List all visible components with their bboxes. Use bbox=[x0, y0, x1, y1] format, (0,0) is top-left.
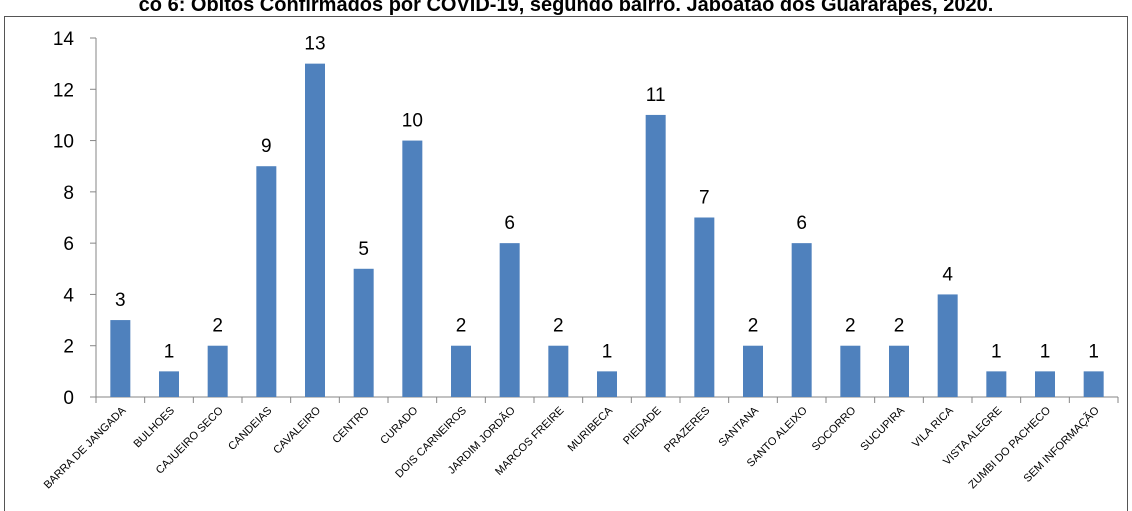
category-label: PIEDADE bbox=[621, 405, 664, 448]
category-label: CANDEIAS bbox=[226, 405, 274, 453]
y-tick-label: 14 bbox=[53, 29, 75, 50]
chart-frame bbox=[4, 16, 1128, 511]
data-label: 1 bbox=[164, 341, 175, 362]
data-label: 6 bbox=[796, 213, 807, 234]
bar bbox=[110, 320, 131, 397]
data-label: 2 bbox=[212, 316, 223, 337]
category-label: MURIBECA bbox=[566, 404, 616, 454]
y-tick-label: 8 bbox=[63, 183, 74, 204]
data-label: 11 bbox=[646, 85, 666, 106]
category-label: CAVALEIRO bbox=[271, 404, 323, 456]
category-label: BULHOES bbox=[131, 405, 177, 451]
data-label: 5 bbox=[358, 239, 369, 260]
data-label: 4 bbox=[942, 264, 953, 285]
bar bbox=[159, 371, 179, 397]
data-label: 1 bbox=[1088, 341, 1099, 362]
category-label: ZUMBI DO PACHECO bbox=[967, 404, 1054, 491]
y-tick-label: 10 bbox=[53, 132, 74, 153]
data-label: 3 bbox=[115, 290, 126, 311]
data-label: 2 bbox=[748, 316, 759, 337]
bar bbox=[889, 345, 909, 397]
bar bbox=[402, 140, 423, 398]
y-tick-label: 2 bbox=[63, 337, 74, 358]
bar bbox=[645, 114, 666, 397]
category-label: PRAZERES bbox=[662, 405, 712, 455]
data-label: 1 bbox=[991, 341, 1002, 362]
bar bbox=[694, 217, 715, 397]
y-tick-label: 4 bbox=[63, 285, 74, 306]
bar bbox=[256, 166, 277, 397]
data-label: 6 bbox=[504, 213, 515, 234]
bar bbox=[840, 345, 861, 397]
bar bbox=[597, 371, 617, 397]
category-label: BARRA DE JANGADA bbox=[42, 404, 129, 491]
bar bbox=[1035, 371, 1055, 397]
data-label: 1 bbox=[1040, 341, 1051, 362]
category-label: CURADO bbox=[378, 404, 421, 447]
bar bbox=[743, 345, 763, 397]
y-tick-label: 12 bbox=[53, 80, 74, 101]
bars bbox=[110, 63, 1104, 398]
bar bbox=[451, 345, 471, 397]
chart-title: co 6: Óbitos Confirmados por COVID-19, s… bbox=[138, 0, 994, 16]
data-label: 9 bbox=[261, 136, 272, 157]
bar bbox=[499, 243, 520, 397]
y-tick-label: 6 bbox=[63, 234, 74, 255]
bar bbox=[986, 371, 1007, 397]
category-label: VILA RICA bbox=[910, 404, 956, 450]
bar bbox=[548, 345, 569, 397]
y-tick-label: 0 bbox=[63, 388, 74, 409]
data-label: 2 bbox=[456, 316, 467, 337]
category-label: SANTANA bbox=[716, 404, 761, 449]
data-label: 2 bbox=[845, 316, 856, 337]
bar bbox=[1083, 371, 1104, 397]
category-label: SOCORRO bbox=[810, 404, 859, 453]
data-label: 2 bbox=[553, 316, 564, 337]
category-label: CENTRO bbox=[330, 404, 372, 446]
data-label: 13 bbox=[304, 34, 325, 55]
bar bbox=[207, 345, 228, 397]
bar bbox=[937, 294, 958, 397]
bar bbox=[791, 243, 812, 397]
data-label: 7 bbox=[699, 188, 710, 209]
data-label: 2 bbox=[894, 316, 905, 337]
bar bbox=[353, 268, 374, 397]
data-label: 1 bbox=[602, 341, 613, 362]
data-label: 10 bbox=[402, 111, 423, 132]
bar bbox=[305, 63, 325, 398]
category-label: SUCUPIRA bbox=[858, 404, 907, 453]
